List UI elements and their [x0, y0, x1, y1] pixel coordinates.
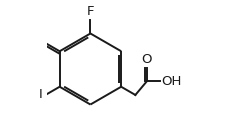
Text: OH: OH [161, 75, 181, 88]
Text: O: O [141, 53, 151, 66]
Text: I: I [39, 88, 42, 101]
Text: F: F [86, 6, 94, 18]
